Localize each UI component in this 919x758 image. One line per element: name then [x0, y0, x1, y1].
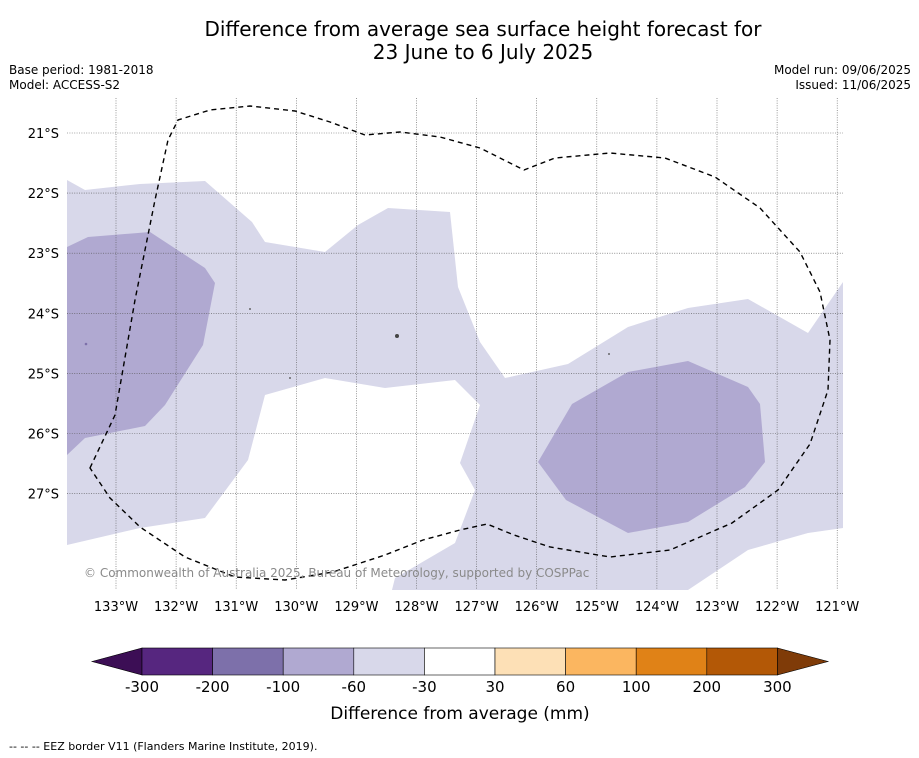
meta-right: Model run: 09/06/2025 Issued: 11/06/2025: [774, 63, 911, 93]
colorbar-extend-low: [90, 647, 143, 676]
colorbar-swatch: [635, 647, 708, 676]
graticule: [67, 98, 843, 590]
colorbar-tick-label: 30: [485, 678, 504, 696]
lat-tick-label: 26°S: [28, 428, 59, 443]
colorbar-tick-labels: -300 -200 -100 -60 -30 30 60 100 200 300: [125, 678, 792, 696]
eez-footnote: -- -- -- EEZ border V11 (Flanders Marine…: [9, 740, 318, 753]
anomaly-region-mid-east: [538, 361, 765, 533]
colorbar-tick-label: -300: [125, 678, 159, 696]
issued-date: Issued: 11/06/2025: [795, 78, 911, 92]
lon-tick-label: 123°W: [695, 600, 739, 615]
copyright-notice: © Commonwealth of Australia 2025, Bureau…: [84, 566, 589, 580]
lon-tick-label: 125°W: [575, 600, 619, 615]
colorbar-tick-label: 200: [692, 678, 721, 696]
colorbar-swatch: [494, 647, 566, 676]
anomaly-region-mid-west: [67, 232, 215, 455]
lat-tick-label: 22°S: [28, 187, 59, 202]
colorbar-tick-label: -200: [196, 678, 230, 696]
lon-tick-label: 127°W: [455, 600, 499, 615]
colorbar-swatch: [424, 647, 496, 676]
colorbar: [90, 647, 830, 676]
colorbar-swatch: [565, 647, 637, 676]
lon-tick-label: 128°W: [394, 600, 438, 615]
data-speck: [249, 308, 251, 310]
lat-tick-label: 27°S: [28, 488, 59, 503]
model-run: Model run: 09/06/2025: [773, 63, 911, 77]
title-line-2: 23 June to 6 July 2025: [372, 40, 594, 64]
colorbar-tick-label: -100: [266, 678, 300, 696]
colorbar-tick-label: -60: [342, 678, 367, 696]
lon-tick-label: 131°W: [214, 600, 258, 615]
base-period: Base period: 1981-2018: [9, 63, 154, 77]
colorbar-tick-label: -30: [412, 678, 437, 696]
colorbar-swatch: [282, 647, 355, 676]
lat-tick-label: 23°S: [28, 247, 59, 262]
colorbar-swatch: [212, 647, 284, 676]
colorbar-tick-label: 300: [763, 678, 792, 696]
lon-tick-label: 124°W: [635, 600, 679, 615]
lon-tick-label: 126°W: [515, 600, 559, 615]
lon-tick-label: 133°W: [94, 600, 138, 615]
lon-tick-label: 132°W: [154, 600, 198, 615]
lon-tick-label: 129°W: [334, 600, 378, 615]
model-name: Model: ACCESS-S2: [9, 78, 121, 92]
colorbar-label: Difference from average (mm): [330, 704, 589, 724]
data-speck: [289, 377, 291, 379]
lat-tick-label: 21°S: [28, 127, 59, 142]
lat-tick-label: 24°S: [28, 307, 59, 322]
meta-left: Base period: 1981-2018 Model: ACCESS-S2: [9, 63, 154, 93]
data-speck: [395, 334, 399, 338]
eez-border: [89, 105, 831, 581]
lon-tick-label: 121°W: [815, 600, 859, 615]
data-speck: [608, 353, 610, 355]
colorbar-swatch: [706, 647, 778, 676]
colorbar-extend-high: [777, 647, 830, 676]
colorbar-tick-label: 60: [556, 678, 575, 696]
data-speck: [84, 342, 88, 346]
colorbar-swatch: [141, 647, 213, 676]
lon-tick-label: 122°W: [755, 600, 799, 615]
latitude-labels: 21°S 22°S 23°S 24°S 25°S 26°S 27°S: [28, 127, 59, 503]
colorbar-tick-label: 100: [622, 678, 651, 696]
map-area: © Commonwealth of Australia 2025, Bureau…: [67, 98, 843, 590]
lat-tick-label: 25°S: [28, 367, 59, 382]
colorbar-swatch: [353, 647, 425, 676]
map-title: Difference from average sea surface heig…: [0, 18, 919, 64]
title-line-1: Difference from average sea surface heig…: [204, 17, 762, 41]
longitude-labels: 133°W 132°W 131°W 130°W 129°W 128°W 127°W 126°W…: [94, 600, 860, 615]
lon-tick-label: 130°W: [274, 600, 318, 615]
